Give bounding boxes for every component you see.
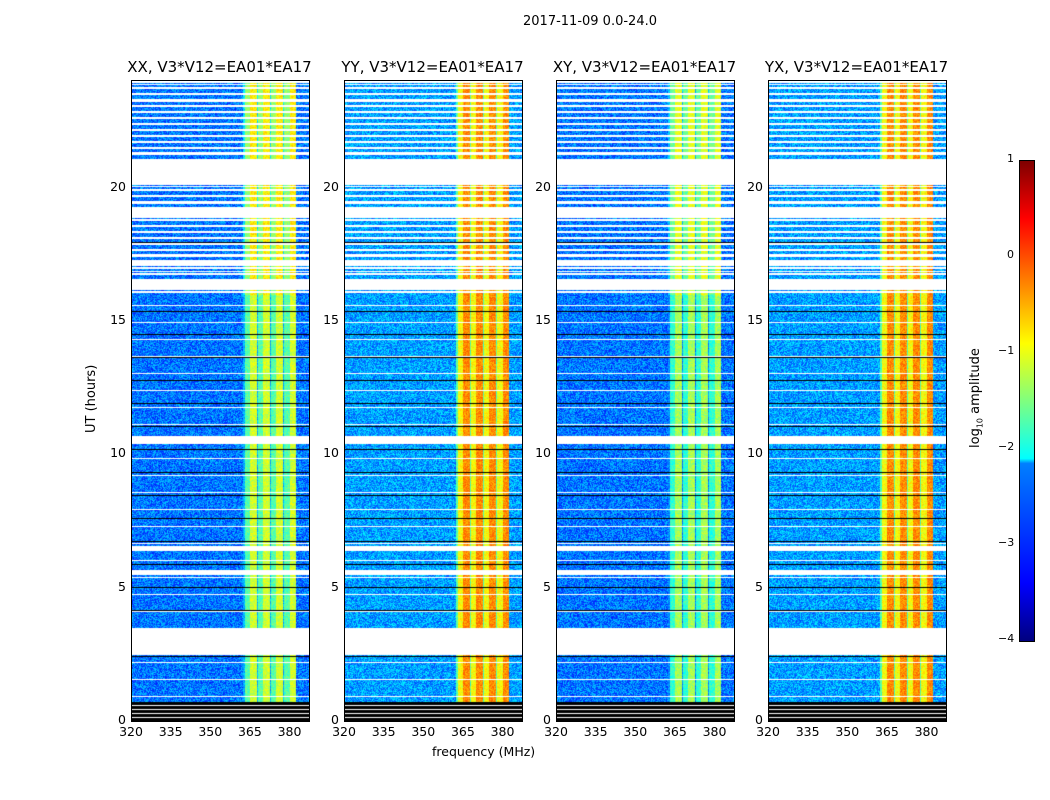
heatmap-panel-2: [556, 80, 735, 722]
colorbar-tick-label: −4: [998, 632, 1015, 645]
x-tick-label: 380: [702, 724, 727, 739]
x-tick-label: 365: [237, 724, 262, 739]
x-tick-label: 320: [544, 724, 568, 739]
x-tick-label: 380: [277, 724, 302, 739]
y-tick-label: 20: [535, 178, 551, 194]
colorbar-tick-label: −3: [998, 536, 1015, 549]
x-tick-label: 350: [411, 724, 436, 739]
colorbar-tick-label: −1: [998, 344, 1015, 357]
x-tick-label: 380: [914, 724, 939, 739]
y-tick-label: 10: [535, 445, 551, 461]
y-tick-label: 0: [755, 712, 763, 727]
y-tick-label: 10: [747, 445, 763, 461]
x-tick-label: 350: [835, 724, 860, 739]
y-tick-label: 20: [747, 178, 763, 194]
y-tick-label: 20: [323, 178, 339, 194]
y-tick-label: 10: [323, 445, 339, 461]
y-tick-label: 5: [543, 578, 551, 594]
y-tick-label: 15: [535, 312, 551, 327]
x-tick-label: 335: [583, 724, 608, 739]
panel-title: XY, V3*V12=EA01*EA17: [552, 58, 737, 76]
x-tick-label: 350: [198, 724, 223, 739]
figure-title: 2017-11-09 0.0-24.0: [523, 14, 657, 29]
heatmap-panel-1: [344, 80, 523, 722]
x-tick-label: 320: [756, 724, 780, 739]
y-tick-label: 5: [118, 578, 126, 594]
x-tick-label: 365: [450, 724, 475, 739]
x-tick-label: 335: [371, 724, 396, 739]
y-tick-label: 5: [331, 578, 339, 594]
x-tick-label: 350: [623, 724, 648, 739]
y-tick-label: 0: [331, 712, 339, 727]
heatmap-panel-3: [768, 80, 947, 722]
x-tick-label: 365: [662, 724, 687, 739]
y-tick-label: 15: [110, 312, 126, 327]
panel-title: YY, V3*V12=EA01*EA17: [341, 58, 524, 76]
y-tick-label: 15: [323, 312, 339, 327]
colorbar-tick-label: 0: [1007, 248, 1014, 261]
x-tick-label: 365: [874, 724, 899, 739]
y-tick-label: 15: [747, 312, 763, 327]
y-tick-label: 10: [110, 445, 126, 461]
colorbar: [1019, 160, 1035, 642]
y-axis-label: UT (hours): [84, 364, 99, 433]
panel-title: XX, V3*V12=EA01*EA17: [127, 58, 312, 76]
x-tick-label: 320: [332, 724, 356, 739]
x-tick-label: 320: [119, 724, 143, 739]
y-tick-label: 0: [543, 712, 551, 727]
panel-title: YX, V3*V12=EA01*EA17: [764, 58, 949, 76]
y-tick-label: 0: [118, 712, 126, 727]
colorbar-label: log10 amplitude: [968, 348, 985, 448]
x-tick-label: 335: [158, 724, 183, 739]
colorbar-tick-label: −2: [998, 440, 1015, 453]
y-tick-label: 20: [110, 178, 126, 194]
heatmap-panel-0: [131, 80, 310, 722]
x-tick-label: 335: [795, 724, 820, 739]
x-tick-label: 380: [490, 724, 515, 739]
colorbar-tick-label: 1: [1007, 152, 1014, 165]
y-tick-label: 5: [755, 578, 763, 594]
x-axis-label: frequency (MHz): [432, 744, 536, 759]
